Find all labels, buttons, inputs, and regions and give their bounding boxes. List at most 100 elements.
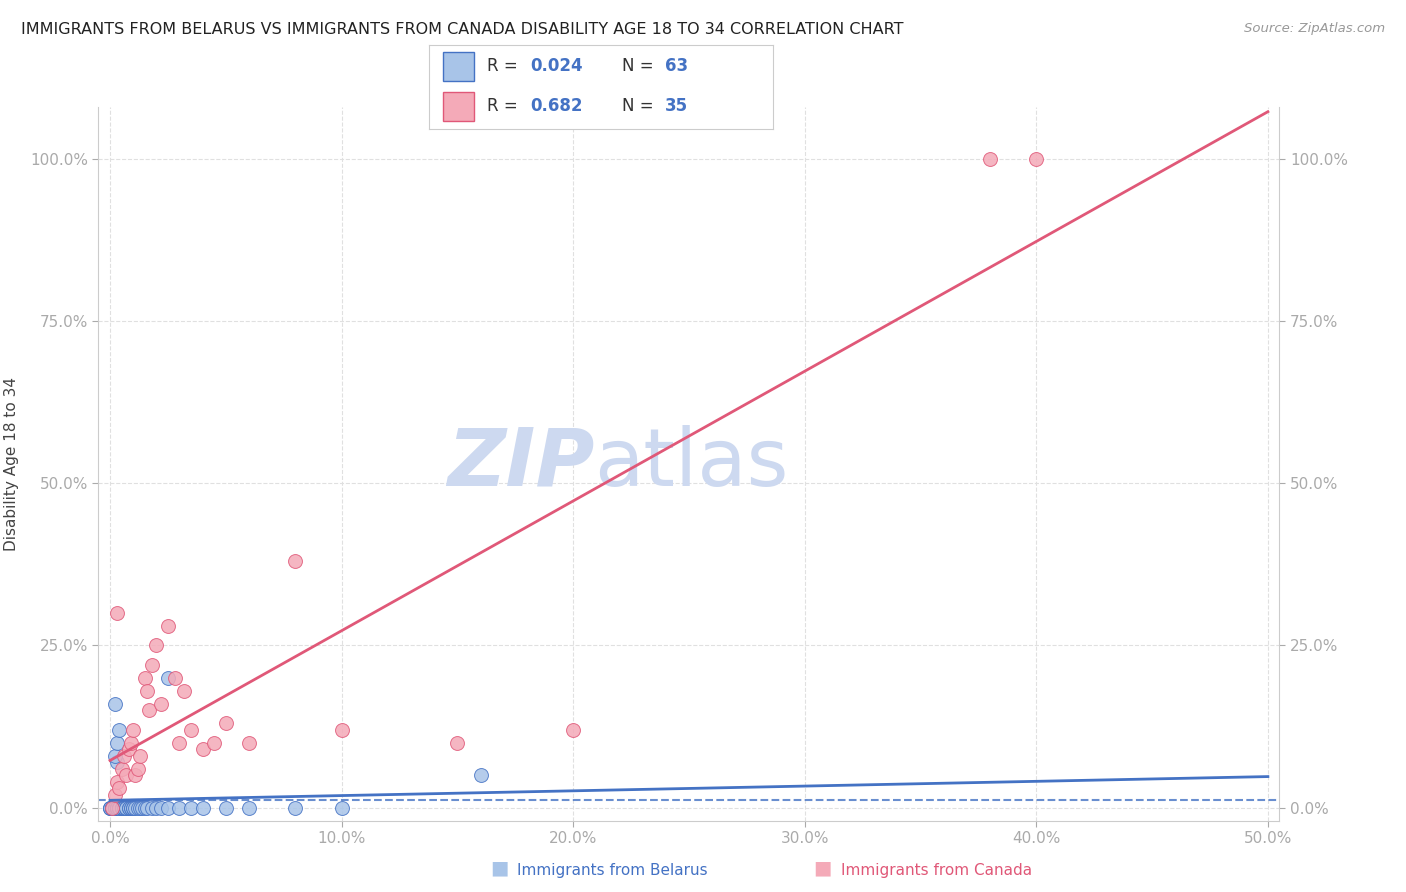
Point bbox=[238, 736, 260, 750]
Text: 35: 35 bbox=[665, 97, 688, 115]
Point bbox=[101, 800, 124, 814]
Point bbox=[134, 800, 156, 814]
Point bbox=[1025, 152, 1047, 166]
Point bbox=[104, 800, 127, 814]
Point bbox=[104, 697, 127, 711]
Point bbox=[104, 800, 127, 814]
Point bbox=[110, 800, 132, 814]
Point bbox=[136, 684, 159, 698]
Point bbox=[101, 800, 124, 814]
Point bbox=[330, 800, 353, 814]
Text: 0.682: 0.682 bbox=[530, 97, 583, 115]
Point bbox=[180, 800, 202, 814]
Point bbox=[191, 742, 214, 756]
Point bbox=[124, 800, 146, 814]
Point bbox=[105, 800, 128, 814]
Point bbox=[108, 723, 131, 737]
Point bbox=[284, 554, 307, 568]
Point bbox=[105, 800, 128, 814]
Text: R =: R = bbox=[488, 57, 523, 75]
Point bbox=[169, 800, 191, 814]
Point bbox=[149, 800, 172, 814]
Point bbox=[562, 723, 585, 737]
Point bbox=[156, 619, 179, 633]
Point bbox=[117, 800, 139, 814]
Point bbox=[108, 781, 131, 796]
Point bbox=[129, 748, 152, 763]
Point bbox=[134, 671, 156, 685]
Text: atlas: atlas bbox=[595, 425, 789, 503]
Point bbox=[122, 800, 145, 814]
Point bbox=[108, 800, 131, 814]
Point bbox=[105, 800, 128, 814]
Point bbox=[108, 800, 131, 814]
Point bbox=[215, 716, 238, 731]
Point bbox=[115, 768, 138, 782]
Point bbox=[108, 800, 131, 814]
Point bbox=[131, 800, 153, 814]
Point bbox=[105, 606, 128, 620]
Point bbox=[145, 800, 167, 814]
Text: 0.024: 0.024 bbox=[530, 57, 583, 75]
Point bbox=[110, 800, 132, 814]
Point bbox=[138, 703, 160, 717]
Point bbox=[145, 639, 167, 653]
Point bbox=[105, 800, 128, 814]
Point bbox=[104, 748, 127, 763]
Point bbox=[446, 736, 468, 750]
Point bbox=[122, 800, 145, 814]
Text: ZIP: ZIP bbox=[447, 425, 595, 503]
Point bbox=[112, 800, 135, 814]
Text: Source: ZipAtlas.com: Source: ZipAtlas.com bbox=[1244, 22, 1385, 36]
Point bbox=[115, 800, 138, 814]
Point bbox=[104, 800, 127, 814]
Point bbox=[117, 742, 139, 756]
Point bbox=[98, 800, 121, 814]
Point bbox=[104, 800, 127, 814]
Point bbox=[101, 800, 124, 814]
Point bbox=[122, 723, 145, 737]
Point bbox=[115, 800, 138, 814]
Point bbox=[108, 800, 131, 814]
Text: ■: ■ bbox=[489, 859, 509, 878]
Point bbox=[105, 756, 128, 770]
Point bbox=[129, 800, 152, 814]
Point bbox=[120, 800, 142, 814]
Point bbox=[105, 800, 128, 814]
Point bbox=[284, 800, 307, 814]
Point bbox=[136, 800, 159, 814]
Point bbox=[470, 768, 492, 782]
Point bbox=[238, 800, 260, 814]
Point bbox=[979, 152, 1001, 166]
Point bbox=[149, 697, 172, 711]
Text: IMMIGRANTS FROM BELARUS VS IMMIGRANTS FROM CANADA DISABILITY AGE 18 TO 34 CORREL: IMMIGRANTS FROM BELARUS VS IMMIGRANTS FR… bbox=[21, 22, 904, 37]
Point bbox=[110, 762, 132, 776]
Point bbox=[156, 800, 179, 814]
Point bbox=[104, 788, 127, 802]
Point bbox=[105, 774, 128, 789]
Point bbox=[117, 800, 139, 814]
Point bbox=[330, 723, 353, 737]
Point bbox=[156, 671, 179, 685]
Text: 63: 63 bbox=[665, 57, 688, 75]
Point bbox=[101, 800, 124, 814]
Point bbox=[120, 736, 142, 750]
Point bbox=[104, 800, 127, 814]
Point bbox=[163, 671, 186, 685]
Point bbox=[180, 723, 202, 737]
Point bbox=[112, 748, 135, 763]
Point bbox=[141, 657, 163, 672]
Point bbox=[105, 800, 128, 814]
Point bbox=[141, 800, 163, 814]
Text: N =: N = bbox=[621, 57, 658, 75]
Point bbox=[169, 736, 191, 750]
Point bbox=[101, 800, 124, 814]
Text: Immigrants from Canada: Immigrants from Canada bbox=[841, 863, 1032, 878]
Point bbox=[110, 800, 132, 814]
Point bbox=[191, 800, 214, 814]
Point bbox=[112, 800, 135, 814]
Point bbox=[127, 800, 149, 814]
Point bbox=[202, 736, 225, 750]
Text: N =: N = bbox=[621, 97, 658, 115]
Point bbox=[104, 800, 127, 814]
